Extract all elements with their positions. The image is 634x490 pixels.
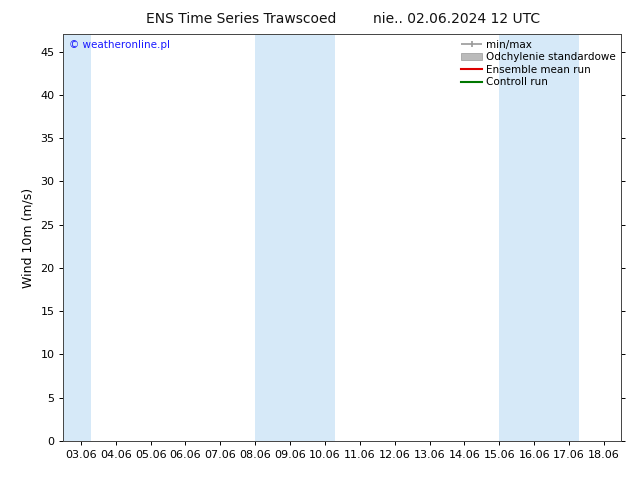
Bar: [63, 34, 91, 441]
Y-axis label: Wind 10m (m/s): Wind 10m (m/s): [22, 188, 35, 288]
Text: © weatheronline.pl: © weatheronline.pl: [69, 40, 170, 50]
Bar: [255, 34, 335, 441]
Legend: min/max, Odchylenie standardowe, Ensemble mean run, Controll run: min/max, Odchylenie standardowe, Ensembl…: [459, 37, 618, 89]
Text: nie.. 02.06.2024 12 UTC: nie.. 02.06.2024 12 UTC: [373, 12, 540, 26]
Text: ENS Time Series Trawscoed: ENS Time Series Trawscoed: [146, 12, 336, 26]
Bar: [500, 34, 579, 441]
